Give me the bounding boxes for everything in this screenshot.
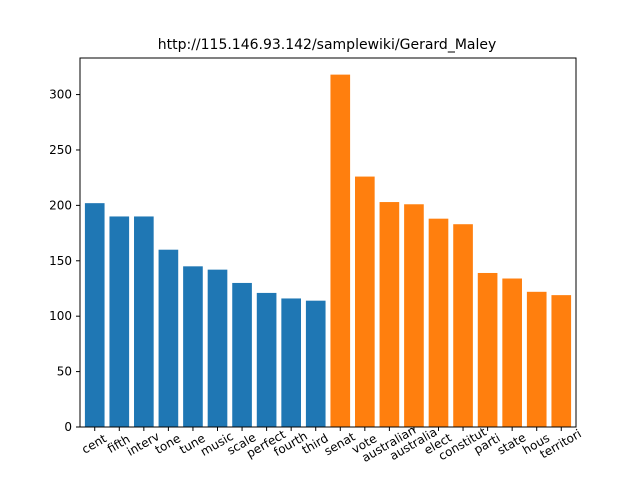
bar-hous — [526, 291, 547, 427]
bar-tone — [158, 249, 179, 427]
bar-state — [502, 278, 522, 427]
bar-vote — [355, 176, 375, 427]
y-tick-label-200: 200 — [49, 198, 72, 212]
bar-senat — [330, 74, 351, 428]
bar-scale — [232, 282, 252, 427]
bar-australia — [404, 204, 424, 427]
bar-territori — [551, 295, 572, 427]
y-tick-label-150: 150 — [49, 254, 72, 268]
y-axis: 0 50 100 150 200 250 300 — [49, 88, 80, 434]
y-tick-label-0: 0 — [64, 420, 72, 434]
bar-fifth — [109, 216, 130, 427]
bar-parti — [477, 272, 498, 427]
plot-frame — [79, 57, 577, 428]
chart-title: http://115.146.93.142/samplewiki/Gerard_… — [158, 37, 497, 53]
bar-australian — [379, 202, 400, 427]
x-axis: centfifthintervtonetunemusicscaleperfect… — [79, 423, 584, 465]
bars-group — [84, 74, 572, 428]
y-tick-label-100: 100 — [49, 309, 72, 323]
y-tick-label-250: 250 — [49, 143, 72, 157]
bar-music — [207, 269, 228, 427]
bar-cent — [84, 203, 105, 427]
bar-elect — [428, 218, 449, 427]
bar-third — [305, 300, 326, 427]
bar-fourth — [281, 298, 301, 427]
y-tick-label-300: 300 — [49, 88, 72, 102]
bar-tune — [183, 266, 203, 427]
bar-interv — [134, 216, 154, 427]
bar-perfect — [256, 292, 277, 427]
y-tick-label-50: 50 — [57, 365, 72, 379]
bar-constitut — [453, 224, 473, 427]
